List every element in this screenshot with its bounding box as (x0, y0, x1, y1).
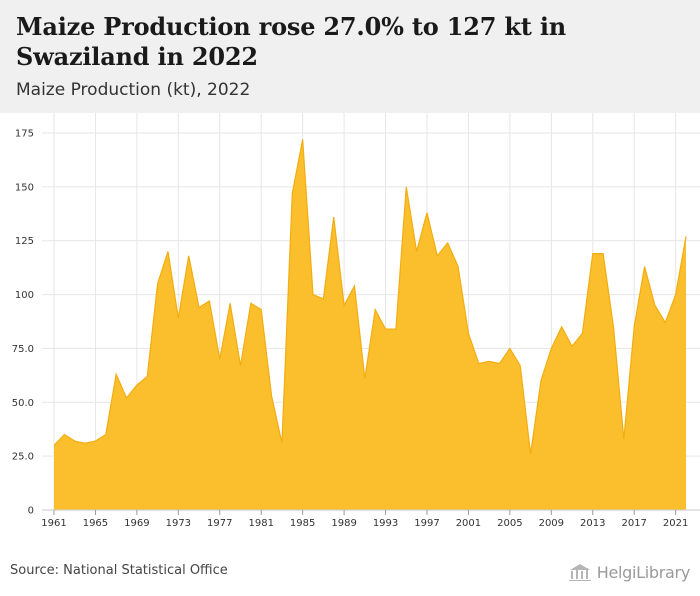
data-point (260, 308, 263, 311)
source-note: Source: National Statistical Office (10, 563, 228, 578)
data-point (519, 364, 522, 367)
data-point (156, 282, 159, 285)
data-point (63, 433, 66, 436)
data-point (270, 394, 273, 397)
data-point (467, 332, 470, 335)
data-point (343, 304, 346, 307)
data-point (115, 373, 118, 376)
data-point (166, 250, 169, 253)
logo-text: HelgiLibrary (596, 562, 691, 582)
x-tick-label: 1961 (41, 518, 66, 529)
x-tick-label: 1973 (166, 518, 191, 529)
area-fill (54, 139, 686, 510)
helgi-library-logo: HelgiLibrary (567, 561, 690, 583)
y-tick-label: 125 (15, 236, 34, 247)
x-tick-label: 1993 (373, 518, 398, 529)
x-tick-label: 2001 (456, 518, 481, 529)
data-point (73, 440, 76, 443)
data-point (612, 325, 615, 328)
area-series (53, 138, 688, 510)
data-point (685, 235, 688, 238)
data-point (353, 284, 356, 287)
data-point (446, 241, 449, 244)
data-point (249, 302, 252, 305)
data-point (177, 317, 180, 320)
x-tick-label: 1985 (290, 518, 315, 529)
data-point (374, 308, 377, 311)
data-point (581, 332, 584, 335)
data-point (125, 396, 128, 399)
x-tick-label: 2005 (497, 518, 522, 529)
chart-header: Maize Production rose 27.0% to 127 kt in… (0, 0, 700, 113)
x-tick-label: 1989 (331, 518, 356, 529)
chart-subtitle: Maize Production (kt), 2022 (16, 80, 251, 100)
data-point (436, 254, 439, 257)
data-point (135, 384, 138, 387)
chart-title: Maize Production rose 27.0% to 127 kt in… (16, 12, 566, 71)
x-tick-label: 1977 (207, 518, 232, 529)
data-point (498, 362, 501, 365)
data-point (529, 452, 532, 455)
data-point (571, 345, 574, 348)
data-point (53, 444, 56, 447)
data-point (405, 185, 408, 188)
data-point (187, 254, 190, 257)
x-tick-label: 1965 (83, 518, 108, 529)
data-point (146, 375, 149, 378)
x-tick-label: 2009 (539, 518, 564, 529)
x-tick-label: 1981 (248, 518, 273, 529)
area-line (53, 139, 687, 455)
data-point (322, 297, 325, 300)
data-point (94, 440, 97, 443)
data-point (653, 304, 656, 307)
data-point (643, 265, 646, 268)
data-point (633, 325, 636, 328)
data-point (291, 192, 294, 195)
data-point (508, 347, 511, 350)
data-point (363, 377, 366, 380)
axes: 0 25.0 50.0 75.0 100 125 150 175 1961 1965 1969 197… (12, 129, 700, 529)
data-point (457, 265, 460, 268)
data-point (104, 433, 107, 436)
data-point (384, 328, 387, 331)
data-point (560, 325, 563, 328)
data-point (425, 211, 428, 214)
y-tick-label: 150 (15, 182, 34, 193)
data-point (239, 364, 242, 367)
data-point (622, 437, 625, 440)
x-tick-label: 2013 (580, 518, 605, 529)
x-tick-label: 1969 (124, 518, 149, 529)
area-chart: 0 25.0 50.0 75.0 100 125 150 175 1961 1965 1969 197… (12, 113, 700, 529)
y-tick-label: 50.0 (12, 398, 34, 409)
data-point (332, 216, 335, 219)
data-point (488, 360, 491, 363)
data-point (602, 252, 605, 255)
data-point (664, 321, 667, 324)
data-point (674, 293, 677, 296)
data-point (394, 328, 397, 331)
x-tick-label: 2021 (663, 518, 688, 529)
data-point (415, 250, 418, 253)
data-point (477, 362, 480, 365)
data-point (280, 442, 283, 445)
x-tick-label: 1997 (414, 518, 439, 529)
data-point (229, 302, 232, 305)
data-point (591, 252, 594, 255)
y-tick-label: 100 (15, 290, 34, 301)
y-tick-label: 75.0 (12, 344, 34, 355)
data-point (312, 293, 315, 296)
y-tick-label: 0 (28, 506, 34, 517)
data-point (208, 300, 211, 303)
data-point (218, 358, 221, 361)
data-point (539, 379, 542, 382)
x-tick-label: 2017 (621, 518, 646, 529)
library-building-icon (568, 564, 591, 581)
data-point (198, 306, 201, 309)
y-tick-label: 175 (15, 129, 34, 140)
data-point (84, 442, 87, 445)
y-tick-label: 25.0 (12, 452, 34, 463)
data-point (550, 347, 553, 350)
data-point (301, 138, 304, 141)
